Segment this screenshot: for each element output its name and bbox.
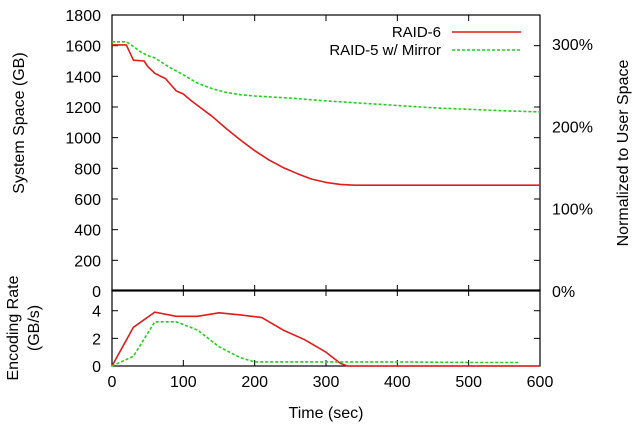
top-y2-tick-label: 0% — [552, 284, 575, 301]
top-y-tick-label: 200 — [74, 253, 101, 270]
x-tick-label: 100 — [170, 374, 197, 391]
top-y2-axis-label: Normalized to User Space — [615, 60, 632, 247]
legend: RAID-6 RAID-5 w/ Mirror — [329, 24, 521, 59]
bottom-y-tick-label: 2 — [92, 331, 101, 348]
top-y-tick-label: 1800 — [65, 8, 101, 25]
legend-label-raid6: RAID-6 — [392, 24, 441, 41]
bottom-axis-ticks: 0 2 4 0 100 200 300 400 500 600 — [92, 290, 553, 391]
top-y-tick-label: 1600 — [65, 39, 101, 56]
top-y-tick-label: 0 — [92, 284, 101, 301]
top-plot-frame — [111, 14, 541, 292]
bottom-series-line-raid6 — [111, 311, 540, 367]
top-y-axis-label: System Space (GB) — [11, 52, 28, 193]
top-y-tick-label: 400 — [74, 223, 101, 240]
bottom-plot-frame — [111, 289, 541, 367]
x-axis-label: Time (sec) — [289, 405, 364, 422]
x-tick-label: 600 — [527, 374, 554, 391]
top-axis-ticks: 0 200 400 600 800 1000 1200 1400 1600 1800 0% 100% 2… — [65, 8, 593, 301]
top-y2-tick-label: 100% — [552, 202, 593, 219]
bottom-y-tick-label: 0 — [92, 359, 101, 376]
x-tick-label: 300 — [313, 374, 340, 391]
top-y2-tick-label: 300% — [552, 37, 593, 54]
top-y-tick-label: 1200 — [65, 100, 101, 117]
bottom-y-tick-label: 4 — [92, 304, 101, 321]
bottom-y-axis-label-line2: (GB/s) — [26, 305, 43, 351]
top-y-tick-label: 600 — [74, 192, 101, 209]
top-series-line-raid6 — [112, 44, 540, 186]
top-series-group — [112, 40, 541, 186]
top-series-line-raid5-mirror — [112, 40, 541, 113]
x-tick-label: 400 — [384, 374, 411, 391]
bottom-series-group — [111, 311, 540, 367]
x-tick-label: 200 — [241, 374, 268, 391]
top-y-tick-label: 1000 — [65, 131, 101, 148]
bottom-y-axis-label-line1: Encoding Rate — [5, 275, 22, 380]
bottom-series-line-raid5-mirror — [111, 320, 519, 367]
top-y2-tick-label: 200% — [552, 119, 593, 136]
x-tick-label: 500 — [455, 374, 482, 391]
x-tick-label: 0 — [108, 374, 117, 391]
top-y-tick-label: 1400 — [65, 69, 101, 86]
legend-label-raid5-mirror: RAID-5 w/ Mirror — [329, 42, 441, 59]
top-y-tick-label: 800 — [74, 161, 101, 178]
